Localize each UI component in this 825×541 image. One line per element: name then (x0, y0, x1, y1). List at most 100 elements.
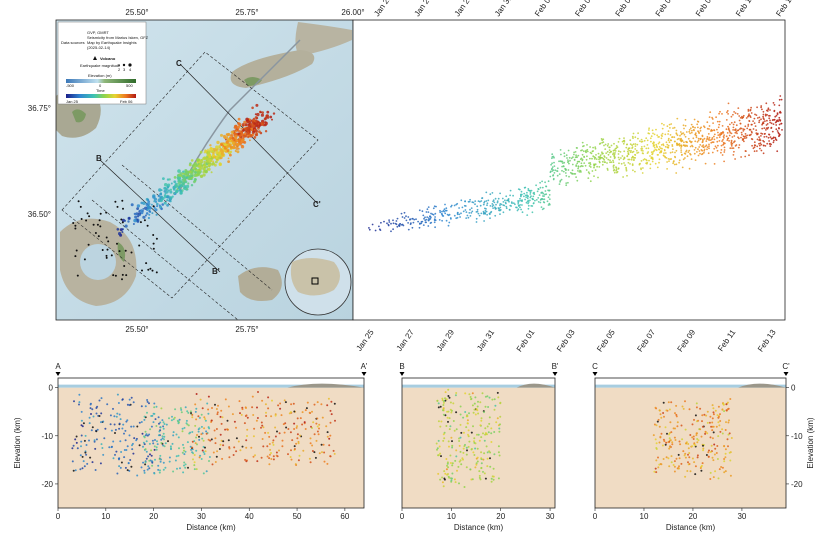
hypocenter-dot (462, 416, 465, 419)
epicenter-dot (203, 169, 206, 172)
timeline-event-dot (586, 155, 588, 158)
timeline-event-dot (567, 160, 570, 163)
inset-location-box (311, 277, 319, 285)
timeline-event-dot (588, 165, 591, 167)
hypocenter-dot (165, 423, 168, 426)
timeline-event-dot (575, 176, 577, 179)
timeline-event-dot (646, 162, 648, 165)
timeline-event-dot (766, 119, 768, 122)
hypocenter-dot (486, 433, 488, 436)
hypocenter-dot (486, 451, 489, 454)
hypocenter-dot (194, 403, 197, 406)
epicenter-dot (175, 184, 178, 188)
timeline-event-dot (680, 147, 682, 149)
hypocenter-dot (449, 425, 452, 428)
hypocenter-dot (716, 445, 719, 447)
crust-fill (402, 387, 555, 508)
hypocenter-dot (669, 421, 672, 424)
timeline-event-dot (767, 136, 770, 139)
hypocenter-dot (161, 419, 164, 422)
hypocenter-dot (241, 445, 244, 448)
hypocenter-dot (328, 437, 331, 440)
timeline-bottom-labels: Jan 25 Jan 27 Jan 29 Jan 31 Feb 01 Feb 03 Feb … (354, 328, 777, 354)
timeline-event-dot (730, 121, 733, 124)
hypocenter-dot (465, 426, 468, 429)
hypocenter-dot (119, 440, 122, 443)
timeline-event-dot (605, 152, 608, 155)
hypocenter-dot (193, 464, 196, 467)
timeline-event-dot (712, 122, 714, 124)
timeline-event-dot (764, 114, 767, 117)
epicenter-dot (182, 170, 185, 174)
hypocenter-dot (455, 455, 458, 458)
timeline-event-dot (764, 120, 766, 122)
timeline-event-dot (751, 144, 753, 147)
hypocenter-dot (124, 466, 127, 469)
hypocenter-dot (260, 456, 263, 459)
hypocenter-dot (315, 439, 318, 442)
timeline-event-dot (447, 224, 450, 227)
epicenter-dot (142, 201, 146, 205)
timeline-event-dot (565, 154, 568, 157)
epicenter-dot (229, 145, 233, 149)
hypocenter-dot (267, 407, 270, 410)
timeline-event-dot (753, 146, 756, 149)
timeline-event-dot (567, 149, 570, 152)
hypocenter-dot (102, 420, 105, 423)
timeline-event-dot (680, 145, 683, 148)
hypocenter-dot (452, 402, 455, 405)
timeline-event-dot (641, 172, 644, 174)
hypocenter-dot (670, 461, 673, 464)
legend-volcano-label: Volcano (100, 56, 116, 61)
hypocenter-dot (725, 409, 728, 412)
hypocenter-dot (490, 441, 493, 443)
epicenter-dot (248, 130, 251, 133)
epicenter-dot (161, 203, 164, 206)
hypocenter-dot (451, 440, 453, 443)
timeline-event-dot (764, 132, 766, 135)
hypocenter-dot (723, 460, 726, 463)
hypocenter-dot (711, 429, 714, 432)
timeline-event-dot (694, 146, 697, 149)
hypocenter-dot (233, 420, 236, 423)
timeline-event-dot (631, 155, 634, 158)
hypocenter-dot (477, 400, 479, 403)
timeline-date-label-bottom: Jan 25 (354, 328, 375, 353)
timeline-event-dot (732, 154, 735, 156)
hypocenter-dot (245, 459, 248, 462)
hypocenter-dot (180, 408, 183, 411)
hypocenter-dot (460, 431, 463, 434)
timeline-event-dot (692, 137, 695, 140)
timeline-event-dot (525, 196, 528, 199)
timeline-date-label-top: Feb 11 (734, 0, 756, 18)
timeline-event-dot (660, 144, 663, 146)
epicenter-dot-black (74, 224, 77, 227)
hypocenter-dot (454, 481, 457, 484)
timeline-event-dot (723, 149, 726, 151)
timeline-event-dot (551, 153, 554, 156)
section-end-label: A' (361, 362, 368, 371)
timeline-event-dot (658, 146, 661, 148)
hypocenter-dot (113, 423, 116, 426)
timeline-event-dot (427, 217, 430, 220)
hypocenter-dot (726, 438, 729, 441)
hypocenter-dot (142, 461, 145, 464)
timeline-event-dot (593, 166, 595, 169)
hypocenter-dot (657, 456, 659, 459)
timeline-event-dot (562, 170, 565, 173)
hypocenter-dot (293, 428, 296, 430)
timeline-event-dot (769, 109, 771, 111)
epicenter-dot (118, 232, 122, 236)
hypocenter-dot (728, 451, 731, 454)
timeline-event-dot (548, 198, 551, 201)
timeline-event-dot (592, 150, 594, 152)
profile-label-b: B (96, 154, 102, 163)
timeline-event-dot (541, 180, 543, 183)
timeline-event-dot (669, 134, 672, 136)
epicenter-dot (185, 184, 190, 189)
timeline-event-dot (425, 211, 428, 213)
hypocenter-dot (80, 445, 82, 448)
legend-data-sources-label: Data sources (61, 40, 85, 45)
hypocenter-dot (147, 465, 150, 468)
timeline-event-dot (706, 148, 708, 151)
